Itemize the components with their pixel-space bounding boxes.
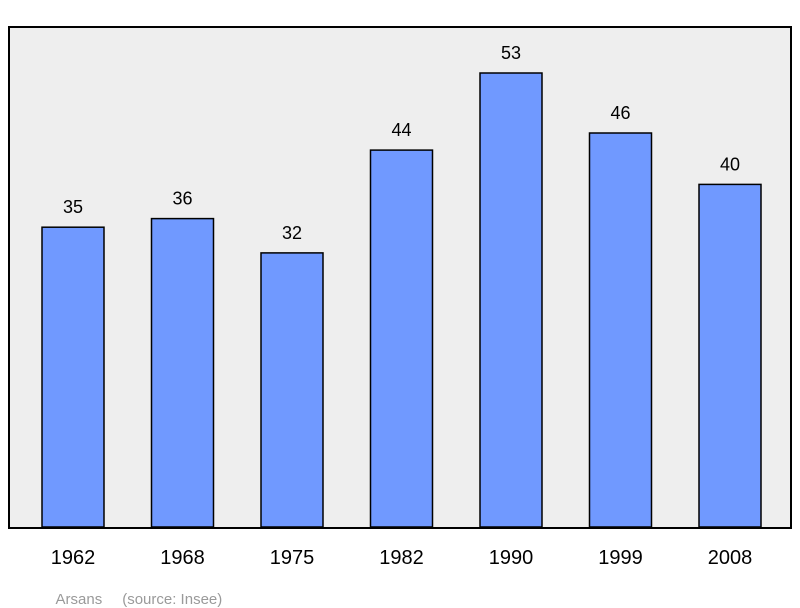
value-label-1968: 36 xyxy=(172,189,192,209)
value-label-1962: 35 xyxy=(63,197,83,217)
x-tick-label-2008: 2008 xyxy=(708,547,753,569)
caption-place: Arsans xyxy=(55,591,103,608)
x-tick-label-1975: 1975 xyxy=(270,547,315,569)
bar-1962 xyxy=(41,226,105,528)
x-tick-label-1990: 1990 xyxy=(489,547,534,569)
bar-2008 xyxy=(698,183,762,528)
x-tick-labels-group: 1962 1968 1975 1982 1990 1999 2008 xyxy=(51,547,753,569)
bar-1968 xyxy=(150,217,215,528)
caption-source: (source: Insee) xyxy=(122,591,223,608)
value-labels-group: 35 36 32 44 53 46 40 xyxy=(63,43,740,243)
x-tick-label-1968: 1968 xyxy=(160,547,205,569)
x-tick-label-1999: 1999 xyxy=(598,547,643,569)
x-tick-label-1962: 1962 xyxy=(51,547,96,569)
value-label-1982: 44 xyxy=(391,120,411,140)
bar-1999 xyxy=(588,132,653,528)
chart-caption: Arsans (source: Insee) xyxy=(48,574,223,608)
value-label-2008: 40 xyxy=(720,154,740,174)
bars-group xyxy=(41,72,762,528)
bar-1982 xyxy=(369,149,434,528)
value-label-1999: 46 xyxy=(610,103,630,123)
bar-1990 xyxy=(479,72,543,528)
x-tick-label-1982: 1982 xyxy=(379,547,424,569)
value-label-1990: 53 xyxy=(501,43,521,63)
bar-1975 xyxy=(260,252,324,528)
value-label-1975: 32 xyxy=(282,223,302,243)
